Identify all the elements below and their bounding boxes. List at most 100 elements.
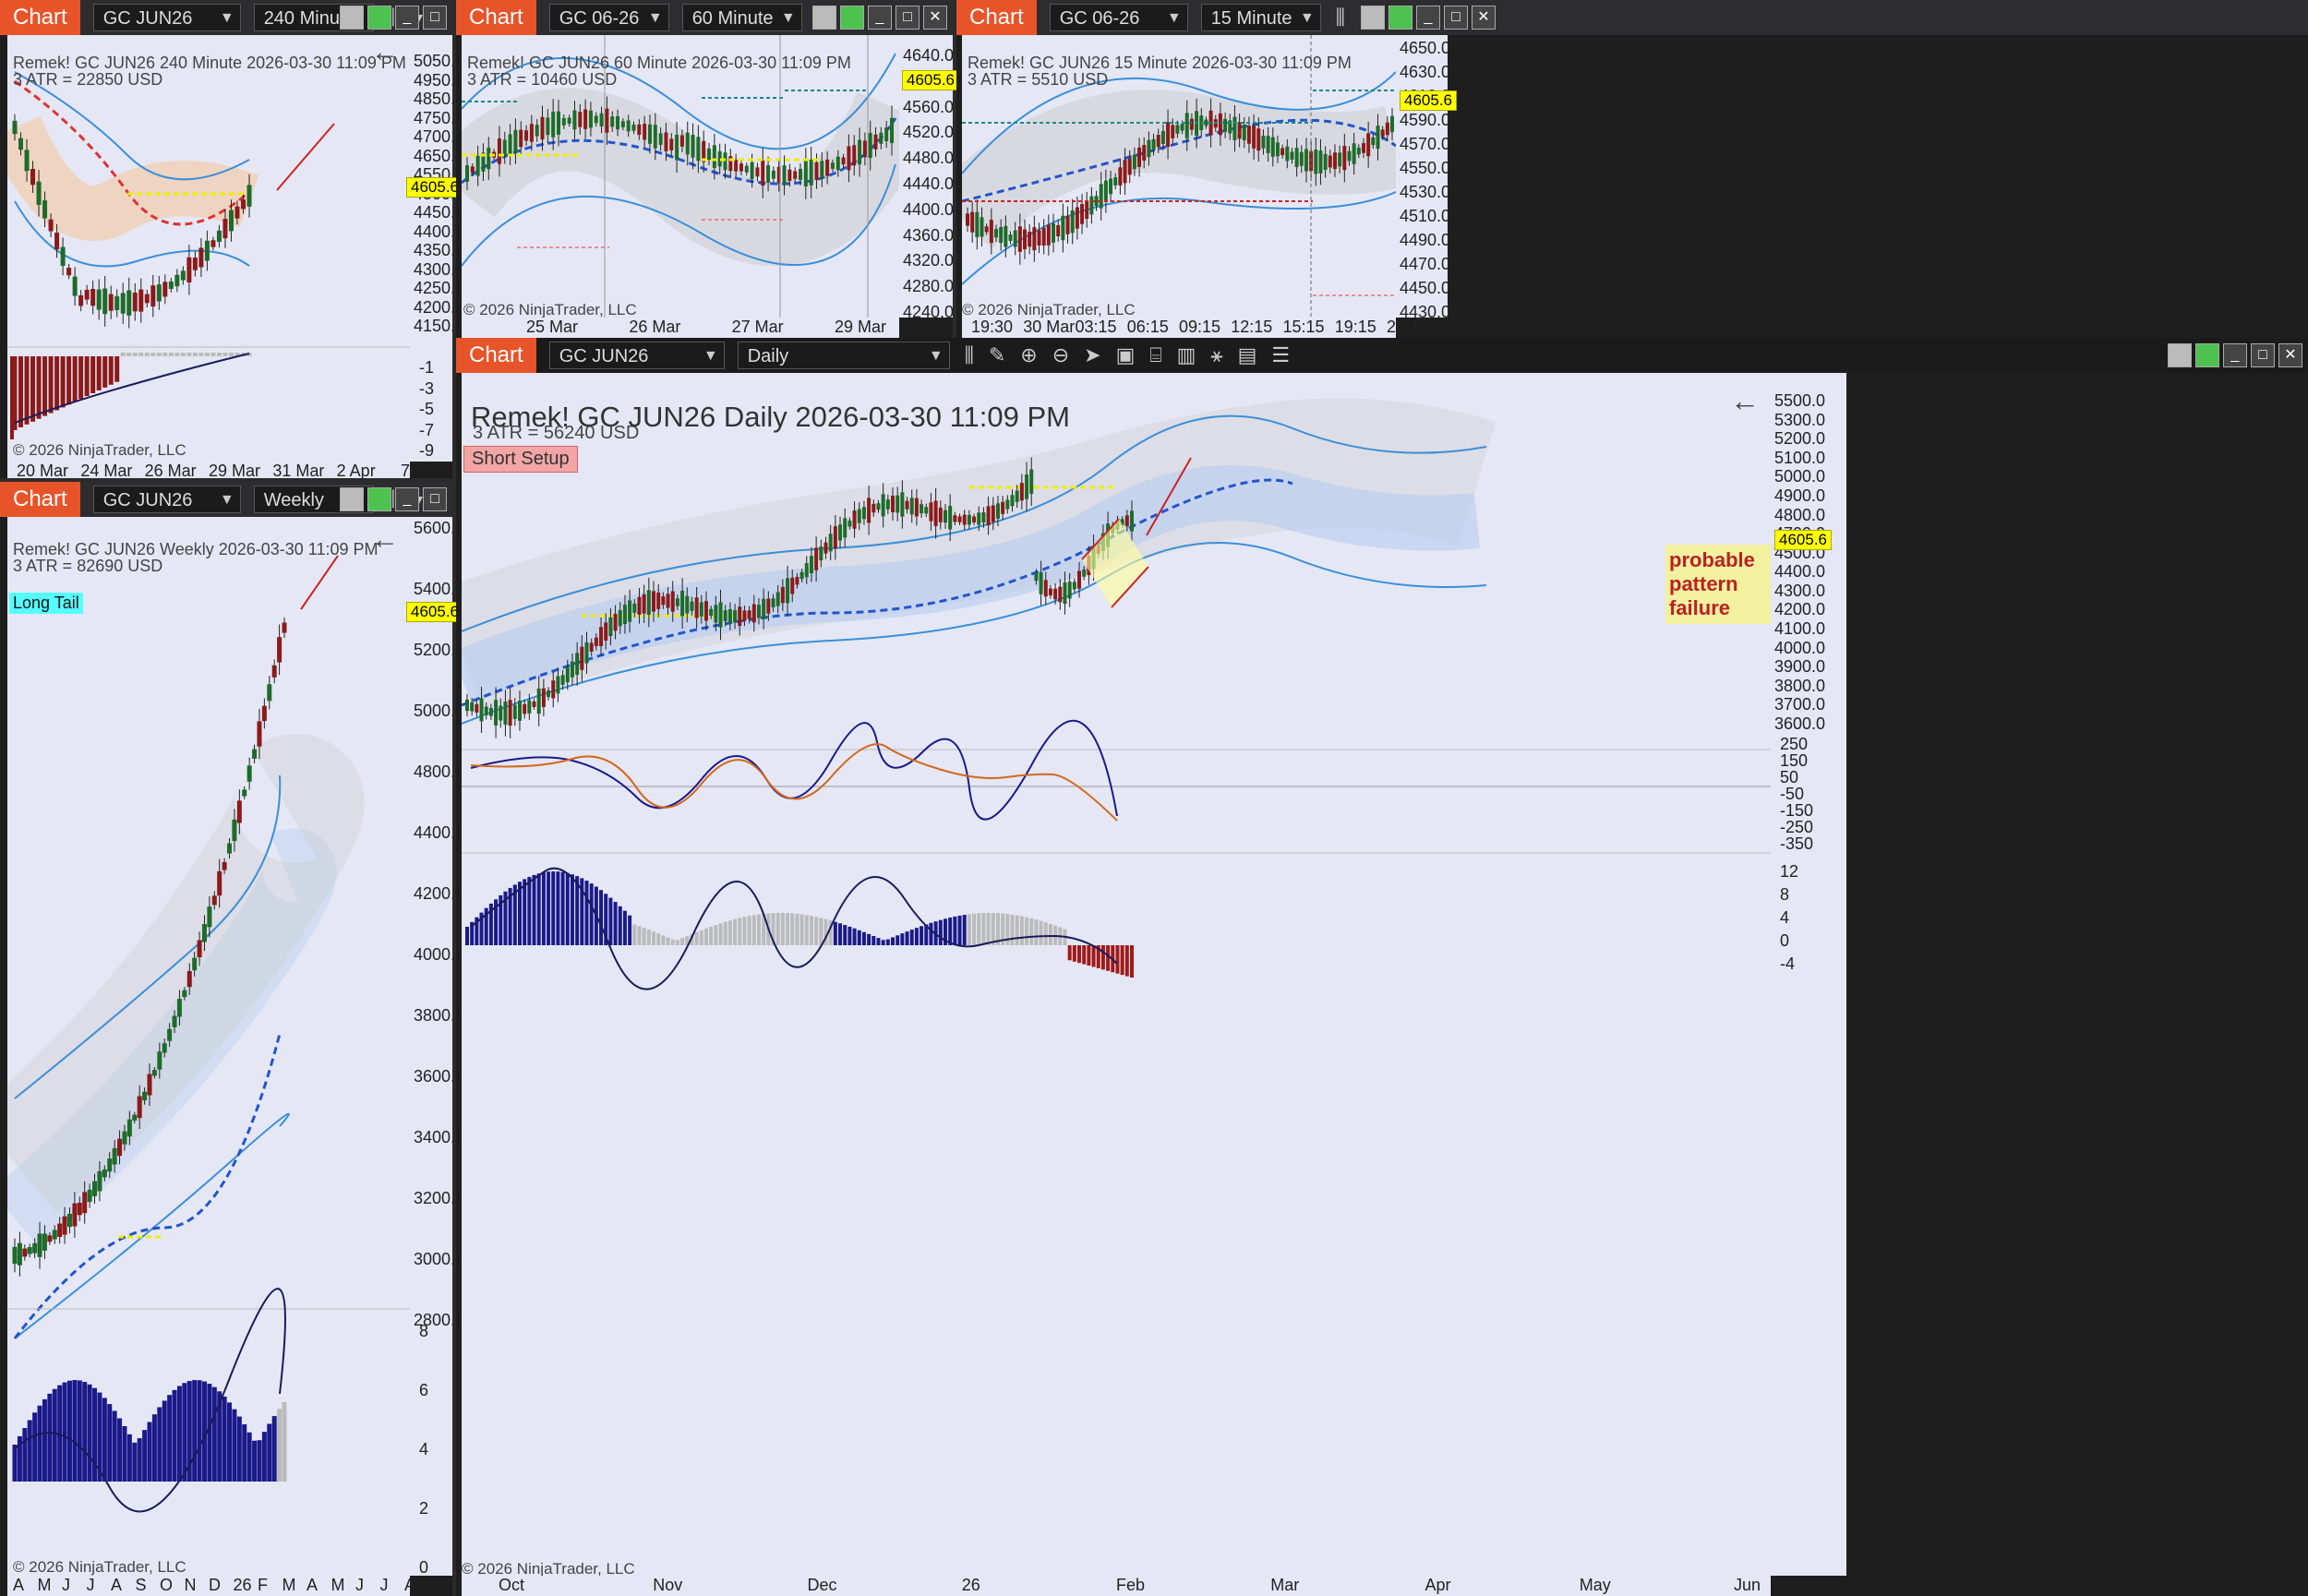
- candle: [207, 906, 212, 928]
- minimize-button[interactable]: _: [395, 6, 419, 30]
- candle: [637, 124, 642, 136]
- price-plot[interactable]: Remek! GC JUN26 15 Minute 2026-03-30 11:…: [962, 35, 1396, 318]
- window-green-button[interactable]: [367, 6, 391, 30]
- toolbar: Chart GC JUN26▼ 240 Minute▼ ⫼ ▼ _ □: [0, 0, 452, 35]
- x-tick: J: [86, 1576, 95, 1594]
- histogram-bar: [675, 940, 679, 945]
- instrument-dropdown[interactable]: GC 06-26 ▼: [548, 4, 669, 31]
- window-green-button[interactable]: [2195, 343, 2219, 367]
- chart-tab[interactable]: Chart: [456, 0, 536, 35]
- instrument-dropdown[interactable]: GC JUN26 ▼: [92, 486, 241, 513]
- price-plot[interactable]: Remek! GC JUN26 Daily 2026-03-30 11:09 P…: [462, 373, 1771, 1578]
- maximize-button[interactable]: □: [896, 6, 920, 30]
- candle: [112, 1147, 117, 1165]
- candle: [503, 701, 508, 726]
- window-gray-button[interactable]: [812, 6, 836, 30]
- back-arrow-icon[interactable]: ←: [371, 37, 399, 67]
- chart-tab[interactable]: Chart: [456, 338, 536, 373]
- indicators-icon[interactable]: ▥: [1176, 343, 1196, 366]
- templates-icon[interactable]: ⌸: [1149, 343, 1162, 366]
- maximize-button[interactable]: □: [2251, 343, 2275, 367]
- window-gray-button[interactable]: [340, 6, 364, 30]
- histogram-bar: [852, 928, 857, 945]
- candle: [714, 605, 718, 623]
- y-tick: 0: [1780, 931, 1790, 950]
- candle: [790, 577, 795, 594]
- candle: [84, 289, 90, 300]
- properties-icon[interactable]: ▤: [1237, 343, 1257, 366]
- candle: [142, 1091, 148, 1101]
- instrument-dropdown[interactable]: GC 06-26 ▼: [1049, 4, 1188, 31]
- window-gray-button[interactable]: [1361, 6, 1385, 30]
- period-dropdown[interactable]: Daily ▼: [737, 342, 950, 369]
- bar-type-icon[interactable]: ⫼: [1335, 6, 1345, 29]
- candle: [728, 156, 733, 172]
- price-plot[interactable]: Remek! GC JUN26 Weekly 2026-03-30 11:09 …: [7, 517, 410, 1576]
- data-box-icon[interactable]: ▣: [1115, 343, 1136, 366]
- y-tick: 4400.0: [414, 222, 465, 241]
- chart-tab[interactable]: Chart: [0, 0, 80, 35]
- maximize-button[interactable]: □: [1444, 6, 1468, 30]
- bar-type-icon[interactable]: ⫼: [388, 487, 398, 510]
- histogram-bar: [1096, 945, 1100, 968]
- window-gray-button[interactable]: [340, 487, 364, 511]
- minimize-button[interactable]: _: [1416, 6, 1440, 30]
- histogram-bar: [541, 872, 546, 945]
- copyright: © 2026 NinjaTrader, LLC: [462, 1560, 635, 1578]
- candle: [66, 268, 72, 276]
- histogram-bar: [909, 930, 914, 945]
- window-gray-button[interactable]: [2168, 343, 2192, 367]
- window-green-button[interactable]: [1388, 6, 1412, 30]
- price-plot[interactable]: Remek! GC JUN26 60 Minute 2026-03-30 11:…: [462, 35, 899, 318]
- back-arrow-icon[interactable]: ←: [371, 524, 399, 555]
- minimize-button[interactable]: _: [395, 487, 419, 511]
- bar-type-icon[interactable]: ⫼: [964, 343, 974, 366]
- annotation-label: probable pattern failure: [1665, 545, 1771, 624]
- chart-tab[interactable]: Chart: [956, 0, 1037, 35]
- strategies-icon[interactable]: ⚹: [1210, 343, 1223, 366]
- histogram-bar: [809, 916, 813, 945]
- close-button[interactable]: ✕: [1472, 6, 1496, 30]
- histogram-bar: [608, 897, 613, 945]
- close-button[interactable]: ✕: [2278, 343, 2302, 367]
- chart-tab[interactable]: Chart: [0, 482, 80, 517]
- candle: [1294, 148, 1299, 167]
- instrument-dropdown[interactable]: GC JUN26 ▼: [92, 4, 241, 31]
- price-plot[interactable]: Remek! GC JUN26 240 Minute 2026-03-30 11…: [7, 35, 410, 462]
- candle: [691, 135, 695, 158]
- window-green-button[interactable]: [840, 6, 864, 30]
- list-icon[interactable]: ☰: [1271, 343, 1291, 366]
- maximize-button[interactable]: □: [423, 487, 447, 511]
- histogram-bar: [234, 353, 240, 356]
- histogram-bar: [1120, 945, 1124, 976]
- minimize-button[interactable]: _: [2223, 343, 2247, 367]
- candle: [267, 684, 272, 702]
- candle: [833, 526, 837, 549]
- window-green-button[interactable]: [367, 487, 391, 511]
- x-axis: 25 Mar 26 Mar 27 Mar 29 Mar: [462, 318, 899, 338]
- candle: [618, 610, 622, 627]
- candle: [217, 870, 222, 896]
- zoom-in-icon[interactable]: ⊕: [1020, 343, 1038, 366]
- pointer-icon[interactable]: ➤: [1084, 343, 1101, 366]
- instrument-dropdown[interactable]: GC JUN26 ▼: [548, 342, 725, 369]
- zoom-out-icon[interactable]: ⊖: [1052, 343, 1070, 366]
- minimize-button[interactable]: _: [868, 6, 892, 30]
- histogram-bar: [62, 1382, 67, 1482]
- maximize-button[interactable]: □: [423, 6, 447, 30]
- period-dropdown[interactable]: 60 Minute ▼: [681, 4, 802, 31]
- bar-type-icon[interactable]: ⫼: [388, 6, 398, 29]
- x-tick: M: [282, 1576, 296, 1594]
- candle: [975, 211, 980, 237]
- candle: [1067, 582, 1072, 599]
- candle: [962, 514, 967, 525]
- chart-panel-daily: Chart GC JUN26 ▼ Daily ▼ ⫼ ✎ ⊕ ⊖ ➤ ▣ ⌸ ▥ ⚹…: [456, 338, 2308, 1596]
- candle: [1070, 210, 1075, 234]
- back-arrow-icon[interactable]: ←: [1730, 384, 1760, 417]
- draw-tool-icon[interactable]: ✎: [988, 343, 1006, 366]
- y-tick: 4800.0: [1774, 505, 1826, 524]
- y-tick: 5200.0: [1774, 429, 1826, 449]
- candle: [584, 642, 589, 664]
- close-button[interactable]: ✕: [923, 6, 947, 30]
- period-dropdown[interactable]: 15 Minute ▼: [1200, 4, 1321, 31]
